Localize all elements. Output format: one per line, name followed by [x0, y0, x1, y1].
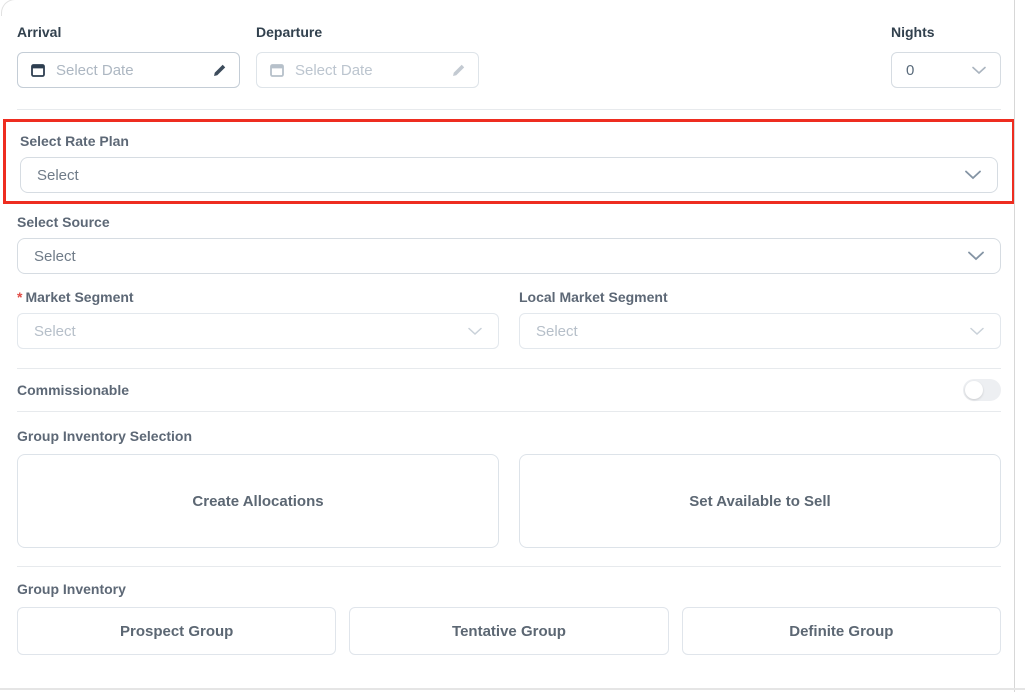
set-available-to-sell-button[interactable]: Set Available to Sell [519, 454, 1001, 548]
local-market-segment-group: Local Market Segment Select [519, 289, 1001, 349]
edit-pencil-icon[interactable] [212, 63, 227, 78]
tentative-group-label: Tentative Group [452, 622, 566, 640]
chevron-down-icon [972, 66, 986, 75]
edit-pencil-icon[interactable] [451, 63, 466, 78]
group-inventory-label: Group Inventory [17, 581, 126, 597]
source-label: Select Source [17, 214, 110, 230]
rate-plan-value: Select [37, 166, 79, 184]
source-value: Select [34, 247, 76, 265]
definite-group-button[interactable]: Definite Group [681, 607, 1001, 655]
local-market-segment-label: Local Market Segment [519, 289, 668, 305]
prospect-group-label: Prospect Group [119, 622, 234, 640]
tentative-group-button[interactable]: Tentative Group [349, 607, 669, 655]
source-section: Select Source Select [17, 214, 1001, 274]
calendar-icon [30, 62, 46, 78]
nights-select[interactable]: 0 [891, 52, 1001, 88]
nights-value: 0 [906, 61, 915, 79]
section-divider [17, 109, 1001, 110]
chevron-down-icon [965, 170, 981, 180]
market-segment-label: * Market Segment [17, 289, 134, 305]
nights-label: Nights [891, 24, 935, 40]
nights-field-group: Nights 0 [891, 24, 1001, 88]
rate-plan-label: Select Rate Plan [20, 133, 129, 149]
card-top-left-corner [1, 0, 18, 16]
local-market-segment-value: Select [536, 322, 578, 340]
departure-placeholder: Select Date [295, 61, 373, 79]
group-inventory-selection-row: Create Allocations Set Available to Sell [17, 454, 1001, 548]
market-segment-row: * Market Segment Select Local Market Segm… [17, 289, 1001, 349]
departure-field-group: Departure Select Date [256, 24, 479, 88]
chevron-down-icon [970, 327, 984, 336]
reservation-form: Arrival Select Date Departure [3, 24, 1015, 655]
local-market-segment-select[interactable]: Select [519, 313, 1001, 349]
rate-plan-select[interactable]: Select [20, 157, 998, 193]
arrival-label: Arrival [17, 24, 62, 40]
required-asterisk: * [17, 289, 23, 305]
calendar-icon [269, 62, 285, 78]
prospect-group-button[interactable]: Prospect Group [17, 607, 337, 655]
rate-plan-highlight-box: Select Rate Plan Select [3, 119, 1015, 204]
market-segment-group: * Market Segment Select [17, 289, 499, 349]
section-divider [17, 368, 1001, 369]
create-allocations-label: Create Allocations [192, 492, 324, 510]
chevron-down-icon [468, 327, 482, 336]
dates-row: Arrival Select Date Departure [17, 24, 1001, 88]
arrival-date-input[interactable]: Select Date [17, 52, 240, 88]
commissionable-row: Commissionable [17, 369, 1001, 411]
bottom-divider [0, 688, 1025, 690]
chevron-down-icon [968, 251, 984, 261]
source-select[interactable]: Select [17, 238, 1001, 274]
departure-label: Departure [256, 24, 323, 40]
market-segment-value: Select [34, 322, 76, 340]
market-segment-select[interactable]: Select [17, 313, 499, 349]
section-divider [17, 566, 1001, 567]
create-allocations-button[interactable]: Create Allocations [17, 454, 499, 548]
definite-group-label: Definite Group [789, 622, 894, 640]
set-available-to-sell-label: Set Available to Sell [689, 492, 831, 510]
arrival-field-group: Arrival Select Date [17, 24, 240, 88]
toggle-knob [965, 381, 983, 399]
commissionable-label: Commissionable [17, 381, 130, 398]
group-inventory-row: Prospect Group Tentative Group Definite … [17, 607, 1001, 655]
group-inventory-selection-label: Group Inventory Selection [17, 428, 193, 444]
scrollbar-track-line[interactable] [1014, 0, 1015, 692]
arrival-placeholder: Select Date [56, 61, 134, 79]
section-divider [17, 411, 1001, 412]
departure-date-input[interactable]: Select Date [256, 52, 479, 88]
commissionable-toggle[interactable] [963, 379, 1001, 401]
